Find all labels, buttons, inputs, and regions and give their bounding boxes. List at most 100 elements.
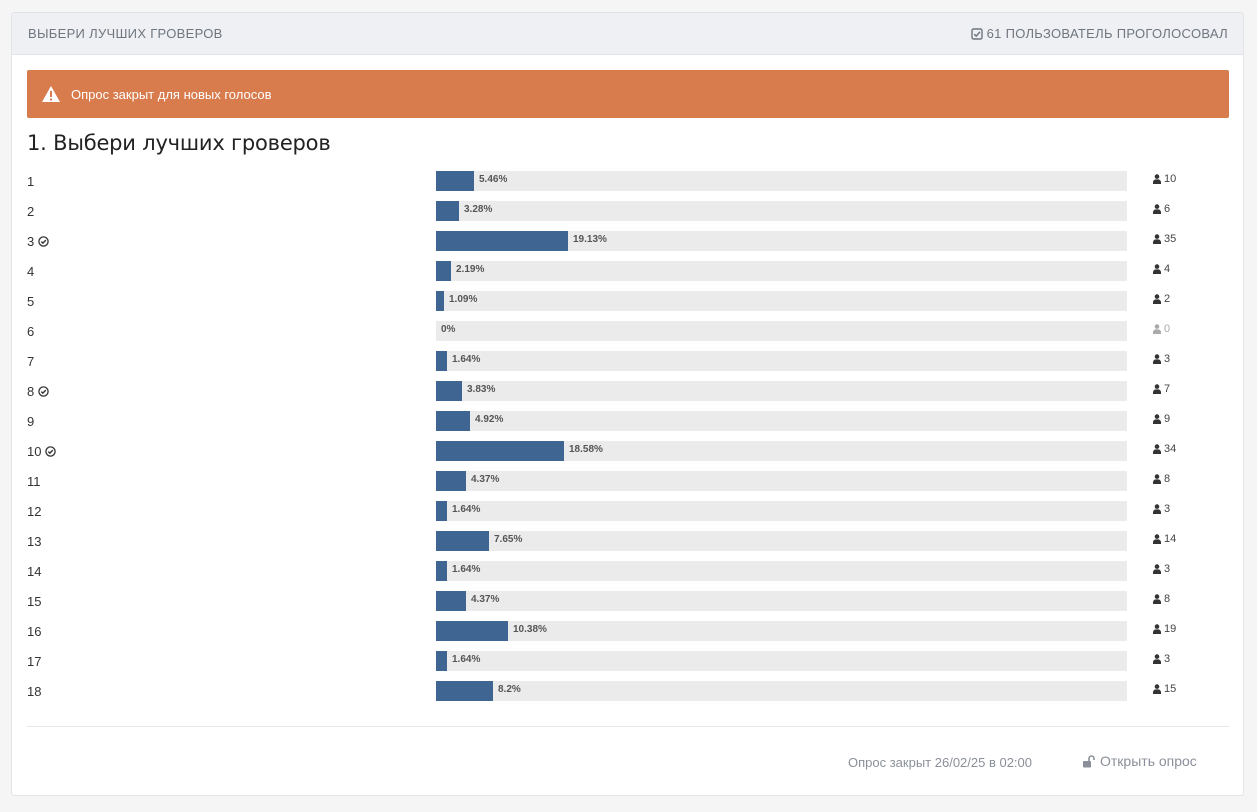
- poll-option-row: 13 7.65% 14: [27, 531, 1229, 561]
- vote-count-value: 15: [1164, 683, 1177, 695]
- option-label-text: 3: [27, 234, 35, 249]
- option-vote-count: 34: [1153, 443, 1176, 455]
- poll-option-row: 12 1.64% 3: [27, 501, 1229, 531]
- user-icon: [1153, 654, 1161, 664]
- option-label: 14: [27, 564, 41, 579]
- option-percent: 10.38%: [513, 624, 547, 635]
- vote-count-value: 7: [1164, 383, 1171, 395]
- vote-count-value: 8: [1164, 593, 1171, 605]
- user-icon: [1153, 384, 1161, 394]
- voters-count: 61 ПОЛЬЗОВАТЕЛЬ ПРОГОЛОСОВАЛ: [970, 26, 1228, 41]
- option-label-text: 1: [27, 174, 35, 189]
- option-percent: 4.37%: [471, 474, 500, 485]
- poll-option-row: 10 18.58% 34: [27, 441, 1229, 471]
- option-bar-track: 1.64%: [436, 561, 1127, 581]
- option-bar-track: 2.19%: [436, 261, 1127, 281]
- option-bar-track: 18.58%: [436, 441, 1127, 461]
- vote-count-value: 19: [1164, 623, 1177, 635]
- poll-option-row: 14 1.64% 3: [27, 561, 1229, 591]
- poll-closed-date: Опрос закрыт 26/02/25 в 02:00: [848, 755, 1033, 770]
- poll-option-row: 4 2.19% 4: [27, 261, 1229, 291]
- option-label-text: 18: [27, 684, 42, 699]
- option-vote-count: 2: [1153, 293, 1170, 305]
- open-poll-button[interactable]: Открыть опрос: [1082, 753, 1197, 769]
- option-vote-count: 6: [1153, 203, 1170, 215]
- unlock-icon: [1083, 754, 1095, 767]
- option-bar-fill: [436, 441, 564, 461]
- warning-icon: [42, 86, 60, 102]
- option-label: 1: [27, 174, 34, 189]
- poll-option-row: 1 5.46% 10: [27, 171, 1229, 201]
- option-vote-count: 19: [1153, 623, 1176, 635]
- option-bar-fill: [436, 561, 447, 581]
- option-bar-track: 4.37%: [436, 471, 1127, 491]
- option-label-text: 4: [27, 264, 35, 279]
- voters-label: 61 ПОЛЬЗОВАТЕЛЬ ПРОГОЛОСОВАЛ: [986, 26, 1228, 41]
- poll-title: ВЫБЕРИ ЛУЧШИХ ГРОВЕРОВ: [28, 26, 223, 41]
- option-bar-fill: [436, 621, 508, 641]
- option-vote-count: 3: [1153, 503, 1170, 515]
- poll-option-row: 7 1.64% 3: [27, 351, 1229, 381]
- option-bar-fill: [436, 351, 447, 371]
- option-label-text: 8: [27, 384, 35, 399]
- option-vote-count: 7: [1153, 383, 1170, 395]
- option-percent: 3.28%: [464, 204, 493, 215]
- vote-count-value: 3: [1164, 563, 1171, 575]
- user-icon: [1153, 564, 1161, 574]
- check-circle-icon: [38, 386, 49, 397]
- check-circle-icon: [38, 236, 49, 247]
- poll-option-row: 17 1.64% 3: [27, 651, 1229, 681]
- user-icon: [1153, 324, 1161, 334]
- option-label-text: 5: [27, 294, 35, 309]
- option-label-text: 16: [27, 624, 42, 639]
- poll-closed-alert: Опрос закрыт для новых голосов: [27, 70, 1229, 118]
- poll-option-row: 9 4.92% 9: [27, 411, 1229, 441]
- option-bar-track: 10.38%: [436, 621, 1127, 641]
- option-percent: 1.64%: [452, 654, 481, 665]
- option-vote-count: 8: [1153, 593, 1170, 605]
- option-label: 16: [27, 624, 41, 639]
- vote-count-value: 3: [1164, 653, 1171, 665]
- poll-option-row: 6 0% 0: [27, 321, 1229, 351]
- vote-count-value: 0: [1164, 323, 1171, 335]
- vote-count-value: 3: [1164, 503, 1171, 515]
- option-label-text: 15: [27, 594, 42, 609]
- poll-option-row: 8 3.83% 7: [27, 381, 1229, 411]
- user-icon: [1153, 354, 1161, 364]
- check-circle-icon: [45, 446, 57, 457]
- vote-count-value: 8: [1164, 473, 1171, 485]
- option-bar-track: 7.65%: [436, 531, 1127, 551]
- option-label-text: 7: [27, 354, 35, 369]
- check-square-icon: [970, 27, 983, 40]
- user-icon: [1153, 684, 1161, 694]
- option-bar-track: 0%: [436, 321, 1127, 341]
- option-bar-fill: [436, 651, 447, 671]
- option-vote-count: 3: [1153, 653, 1170, 665]
- option-bar-fill: [436, 591, 466, 611]
- option-label: 8: [27, 384, 49, 399]
- poll-option-row: 2 3.28% 6: [27, 201, 1229, 231]
- option-label: 18: [27, 684, 41, 699]
- option-bar-track: 3.28%: [436, 201, 1127, 221]
- option-vote-count: 0: [1153, 323, 1170, 335]
- option-bar-fill: [436, 531, 489, 551]
- vote-count-value: 9: [1164, 413, 1171, 425]
- vote-count-value: 35: [1164, 233, 1177, 245]
- option-percent: 8.2%: [498, 684, 521, 695]
- option-label-text: 11: [27, 474, 41, 489]
- option-label: 11: [27, 474, 41, 489]
- vote-count-value: 6: [1164, 203, 1171, 215]
- option-label-text: 14: [27, 564, 42, 579]
- option-label: 3: [27, 234, 49, 249]
- option-label: 13: [27, 534, 41, 549]
- user-icon: [1153, 414, 1161, 424]
- option-label: 9: [27, 414, 34, 429]
- option-label: 6: [27, 324, 34, 339]
- poll-header: ВЫБЕРИ ЛУЧШИХ ГРОВЕРОВ 61 ПОЛЬЗОВАТЕЛЬ П…: [12, 13, 1243, 55]
- option-bar-track: 4.92%: [436, 411, 1127, 431]
- option-percent: 1.64%: [452, 354, 481, 365]
- user-icon: [1153, 534, 1161, 544]
- option-label-text: 9: [27, 414, 35, 429]
- option-bar-fill: [436, 501, 447, 521]
- option-bar-track: 4.37%: [436, 591, 1127, 611]
